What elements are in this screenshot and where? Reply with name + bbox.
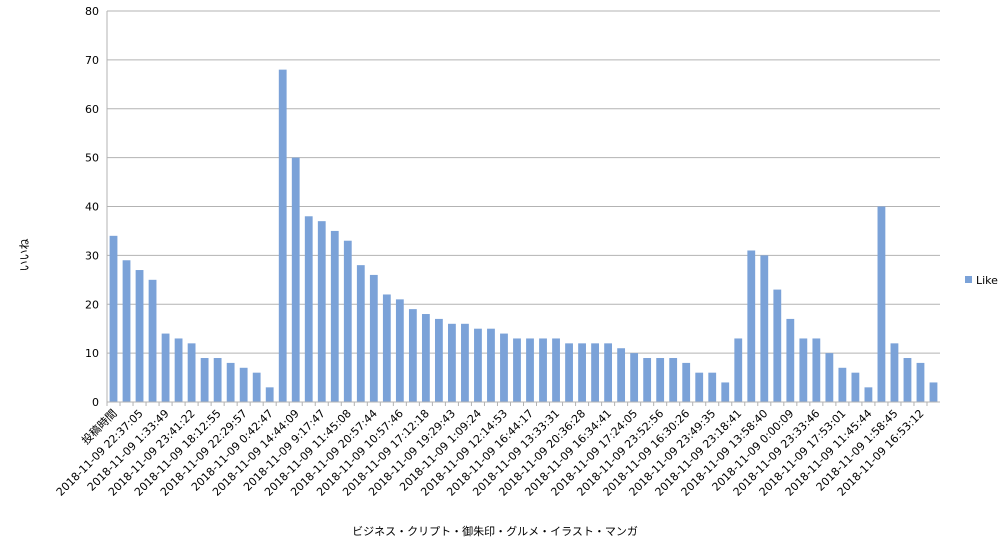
bar <box>604 343 613 402</box>
bar <box>721 382 730 402</box>
y-tick-label: 40 <box>85 201 99 214</box>
bar <box>448 323 456 402</box>
bar <box>916 362 925 402</box>
y-tick-label: 60 <box>85 103 99 116</box>
bar <box>135 270 144 402</box>
bar <box>513 338 521 402</box>
bar <box>382 294 391 402</box>
bar <box>213 358 222 402</box>
bar <box>890 343 899 402</box>
y-tick-label: 10 <box>85 347 99 360</box>
bar <box>630 353 639 402</box>
bar <box>552 338 560 402</box>
bar <box>174 338 183 402</box>
bar <box>903 358 912 402</box>
bar <box>278 69 287 403</box>
bar <box>474 328 482 402</box>
bar <box>291 157 300 402</box>
bar <box>695 372 704 402</box>
y-axis-title: いいね <box>18 239 31 272</box>
bar <box>187 343 196 402</box>
bar <box>708 372 717 402</box>
bar <box>304 216 313 402</box>
bar <box>812 338 821 402</box>
bar <box>578 343 586 402</box>
bar <box>786 318 795 402</box>
y-tick-label: 20 <box>85 298 99 311</box>
bar <box>343 240 352 402</box>
legend-swatch <box>965 276 972 283</box>
bar <box>265 387 274 402</box>
bar <box>656 358 665 402</box>
legend-label: Like <box>976 274 998 287</box>
bar <box>747 250 756 402</box>
bar <box>773 289 782 402</box>
bar <box>799 338 808 402</box>
bar <box>122 260 131 402</box>
bar <box>591 343 599 402</box>
bar <box>356 265 365 402</box>
bar <box>330 230 339 402</box>
bar <box>825 353 834 402</box>
bar <box>851 372 860 402</box>
bar <box>161 333 170 402</box>
bar <box>682 362 691 402</box>
bar <box>877 206 886 402</box>
bar <box>200 358 209 402</box>
bar <box>929 382 938 402</box>
x-axis-title: ビジネス・クリプト・御朱印・グルメ・イラスト・マンガ <box>352 524 638 538</box>
bar <box>669 358 678 402</box>
bar <box>369 274 378 402</box>
y-tick-label: 70 <box>85 54 99 67</box>
bar <box>643 358 652 402</box>
bar <box>734 338 743 402</box>
bar <box>252 372 261 402</box>
y-tick-label: 50 <box>85 152 99 165</box>
bar <box>408 309 417 402</box>
bar <box>226 362 235 402</box>
bar <box>421 314 430 402</box>
bar <box>461 323 469 402</box>
bar <box>109 235 118 402</box>
y-tick-label: 30 <box>85 249 99 262</box>
bar <box>487 328 495 402</box>
bar <box>838 367 847 402</box>
bar <box>617 348 626 402</box>
bar <box>539 338 547 402</box>
y-tick-label: 0 <box>92 396 99 409</box>
bar <box>526 338 534 402</box>
bar <box>395 299 404 402</box>
bar <box>760 255 769 402</box>
bar <box>565 343 573 402</box>
bar <box>500 333 508 402</box>
bar <box>317 221 326 402</box>
y-tick-label: 80 <box>85 5 99 18</box>
bar <box>239 367 248 402</box>
bar <box>434 318 443 402</box>
bar <box>864 387 873 402</box>
bar <box>148 279 157 402</box>
